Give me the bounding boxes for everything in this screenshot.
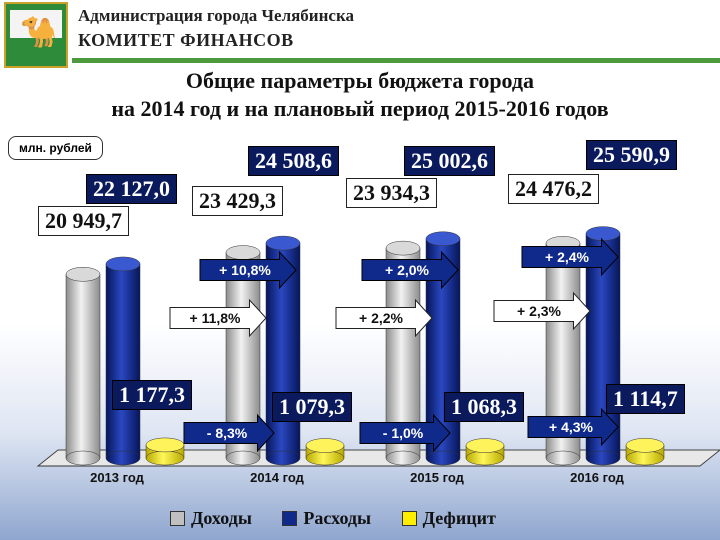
income-bar-0-top	[65, 267, 101, 282]
deficit-growth-arrow-2014	[183, 413, 275, 453]
deficit-label-2015: 1 068,3	[444, 392, 524, 422]
expenses-bar-2-top	[425, 231, 461, 246]
emblem-band	[10, 10, 62, 38]
expenses-bar-0-top	[105, 256, 141, 272]
deficit-bar-0-base	[145, 450, 185, 466]
deficit-label-2014: 1 079,3	[272, 392, 352, 422]
legend-income-swatch	[170, 511, 185, 526]
deficit-bar-0-top	[145, 437, 185, 453]
income-growth-arrow-2015	[335, 298, 433, 338]
organization-name: Администрация города Челябинска	[78, 6, 354, 25]
expenses-label-2013: 22 127,0	[86, 174, 177, 204]
x-tick-2016: 2016 год	[570, 470, 624, 485]
deficit-growth-arrow-2016	[527, 407, 619, 447]
income-bar-3-base	[545, 450, 581, 466]
expenses-bar-0-base	[105, 450, 141, 466]
deficit-growth-2015: - 1,0%	[382, 425, 424, 441]
income-label-2015: 23 934,3	[346, 178, 437, 208]
income-label-2014: 23 429,3	[192, 186, 283, 216]
units-label: млн. рублей	[8, 136, 103, 160]
deficit-bar-2-top	[465, 438, 505, 453]
deficit-bar-1-base	[305, 450, 345, 466]
deficit-bar-2-base	[465, 450, 505, 466]
deficit-label-2013: 1 177,3	[112, 380, 192, 410]
deficit-bar-3-top	[625, 438, 665, 453]
city-emblem-logo: 🐪	[4, 2, 68, 68]
deficit-growth-2014: - 8,3%	[206, 425, 248, 441]
income-growth-2015: + 2,2%	[359, 310, 403, 326]
expenses-label-2014: 24 508,6	[248, 146, 339, 176]
income-bar-2-top	[385, 240, 421, 256]
expenses-bar-1-top	[265, 235, 301, 251]
expenses-growth-arrow-2016	[521, 237, 619, 277]
chart-legend: Доходы Расходы Дефицит	[170, 508, 522, 531]
expenses-growth-2015: + 2,0%	[385, 262, 429, 278]
x-tick-2014: 2014 год	[250, 470, 304, 485]
legend-income-label: Доходы	[191, 508, 252, 528]
income-growth-arrow-2016	[493, 291, 591, 331]
expenses-bar-0	[105, 263, 141, 459]
expenses-bar-1-base	[265, 450, 301, 466]
legend-expenses-label: Расходы	[303, 508, 372, 528]
income-bar-0	[65, 274, 101, 459]
income-growth-2016: + 2,3%	[517, 303, 561, 319]
x-tick-2015: 2015 год	[410, 470, 464, 485]
deficit-label-2016: 1 114,7	[606, 384, 685, 414]
legend-expenses: Расходы	[282, 508, 371, 529]
expenses-label-2015: 25 002,6	[404, 146, 495, 176]
expenses-bar-2-base	[425, 450, 461, 466]
legend-income: Доходы	[170, 508, 252, 529]
expenses-bar-3-base	[585, 450, 621, 466]
legend-deficit-label: Дефицит	[422, 508, 496, 528]
income-bar-2-base	[385, 450, 421, 466]
x-tick-2013: 2013 год	[90, 470, 144, 485]
expenses-growth-arrow-2014	[199, 250, 297, 290]
department-name: КОМИТЕТ ФИНАНСОВ	[78, 30, 294, 50]
camel-emblem-icon: 🐪	[20, 16, 58, 49]
expenses-bar-3-top	[585, 226, 621, 241]
deficit-growth-arrow-2015	[359, 413, 451, 453]
deficit-bar-3-base	[625, 450, 665, 466]
slide-title-line2: на 2014 год и на плановый период 2015-20…	[111, 96, 609, 121]
expenses-label-2016: 25 590,9	[586, 140, 677, 170]
slide-title-line1: Общие параметры бюджета города	[185, 68, 535, 93]
legend-deficit-swatch	[401, 511, 417, 526]
income-bar-1-base	[225, 450, 261, 466]
expenses-growth-arrow-2015	[361, 250, 459, 290]
legend-deficit: Дефицит	[401, 508, 496, 529]
legend-expenses-swatch	[282, 511, 298, 526]
income-growth-arrow-2014	[169, 298, 267, 338]
deficit-growth-2016: + 4,3%	[549, 419, 593, 435]
income-label-2013: 20 949,7	[38, 206, 129, 236]
deficit-bar-1-top	[305, 438, 345, 453]
income-bar-0-base	[65, 450, 101, 466]
income-growth-2014: + 11,8%	[189, 310, 241, 326]
expenses-growth-2016: + 2,4%	[545, 249, 589, 265]
header: 🐪 Администрация города Челябинска КОМИТЕ…	[0, 0, 720, 72]
income-label-2016: 24 476,2	[508, 174, 599, 204]
header-divider	[72, 58, 720, 63]
expenses-growth-2014: + 10,8%	[219, 262, 271, 278]
